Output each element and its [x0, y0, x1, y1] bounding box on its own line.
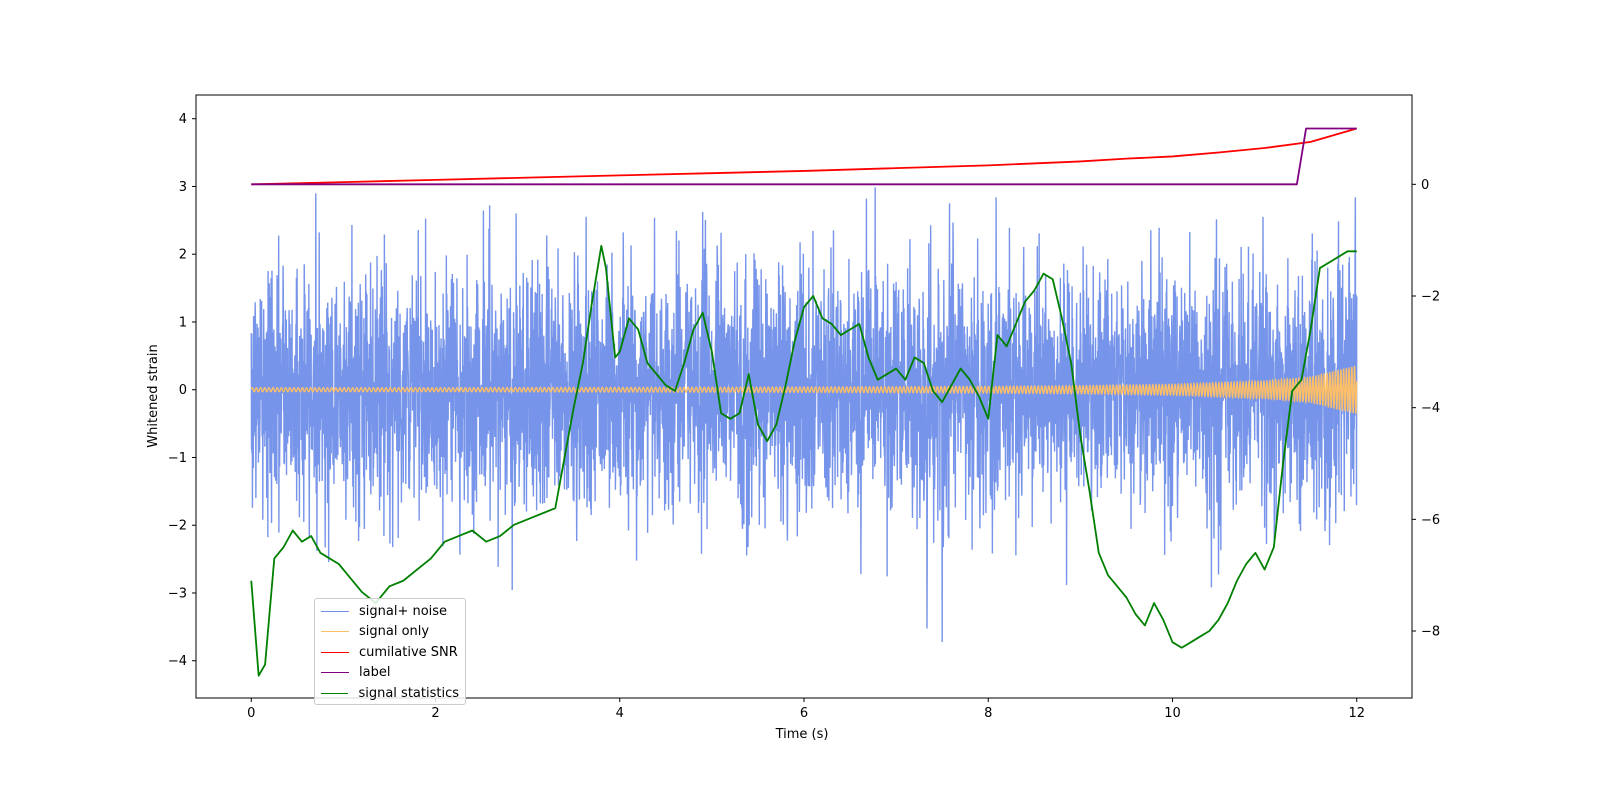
- series-label-line: [251, 127, 1357, 186]
- x-tick-label-4: 8: [984, 706, 992, 721]
- y-tick-label-0: 4: [179, 112, 187, 127]
- legend-item-signal-noise: signal+ noise: [321, 601, 459, 622]
- y2-tick-label-1: −2: [1421, 290, 1440, 305]
- y-tick-label-2: 2: [179, 248, 187, 263]
- legend-item-signal-only: signal only: [321, 622, 459, 643]
- y-tick-label-1: 3: [179, 180, 187, 195]
- legend-label-cumulative-snr: cumilative SNR: [359, 644, 458, 660]
- x-tick-label-3: 6: [800, 706, 808, 721]
- legend-label-signal-statistics: signal statistics: [358, 685, 459, 701]
- y-axis-left: 4 3 2 1 0 −1 −2 −3 −4: [168, 112, 196, 669]
- y2-tick-label-0: 0: [1421, 178, 1429, 193]
- y-tick-label-5: −1: [168, 451, 187, 466]
- legend-swatch-signal-noise: [321, 610, 349, 612]
- legend: signal+ noise signal only cumilative SNR…: [314, 598, 466, 705]
- y-tick-label-4: 0: [179, 383, 187, 398]
- legend-swatch-label: [321, 672, 349, 674]
- legend-swatch-signal-statistics: [321, 692, 349, 694]
- legend-label-signal-only: signal only: [359, 624, 430, 640]
- y-tick-label-8: −4: [168, 654, 187, 669]
- legend-swatch-cumulative-snr: [321, 651, 349, 653]
- x-tick-label-0: 0: [247, 706, 255, 721]
- legend-item-label: label: [321, 663, 459, 684]
- plot-area: [250, 127, 1358, 677]
- legend-label-signal-noise: signal+ noise: [359, 603, 448, 619]
- x-axis-label: Time (s): [775, 727, 829, 742]
- y-tick-label-6: −2: [168, 519, 187, 534]
- legend-swatch-signal-only: [321, 631, 349, 633]
- series-cumulative-snr-line: [251, 127, 1357, 186]
- y2-tick-label-2: −4: [1421, 401, 1440, 416]
- legend-label-label: label: [359, 665, 391, 681]
- y2-tick-label-4: −8: [1421, 625, 1440, 640]
- series-signal-only-line: [250, 365, 1358, 415]
- x-tick-label-2: 4: [616, 706, 624, 721]
- y-tick-label-7: −3: [168, 586, 187, 601]
- x-tick-label-5: 10: [1164, 706, 1181, 721]
- y-axis-right: 0 −2 −4 −6 −8: [1412, 178, 1440, 640]
- y-axis-label: Whitened strain: [146, 344, 161, 447]
- x-tick-label-6: 12: [1348, 706, 1365, 721]
- series-signal-statistics-line: [250, 244, 1357, 677]
- legend-item-signal-statistics: signal statistics: [321, 683, 459, 704]
- legend-item-cumulative-snr: cumilative SNR: [321, 642, 459, 663]
- series-signal-noise-line: [250, 187, 1358, 643]
- x-tick-label-1: 2: [431, 706, 439, 721]
- y-tick-label-3: 1: [179, 315, 187, 330]
- y2-tick-label-3: −6: [1421, 513, 1440, 528]
